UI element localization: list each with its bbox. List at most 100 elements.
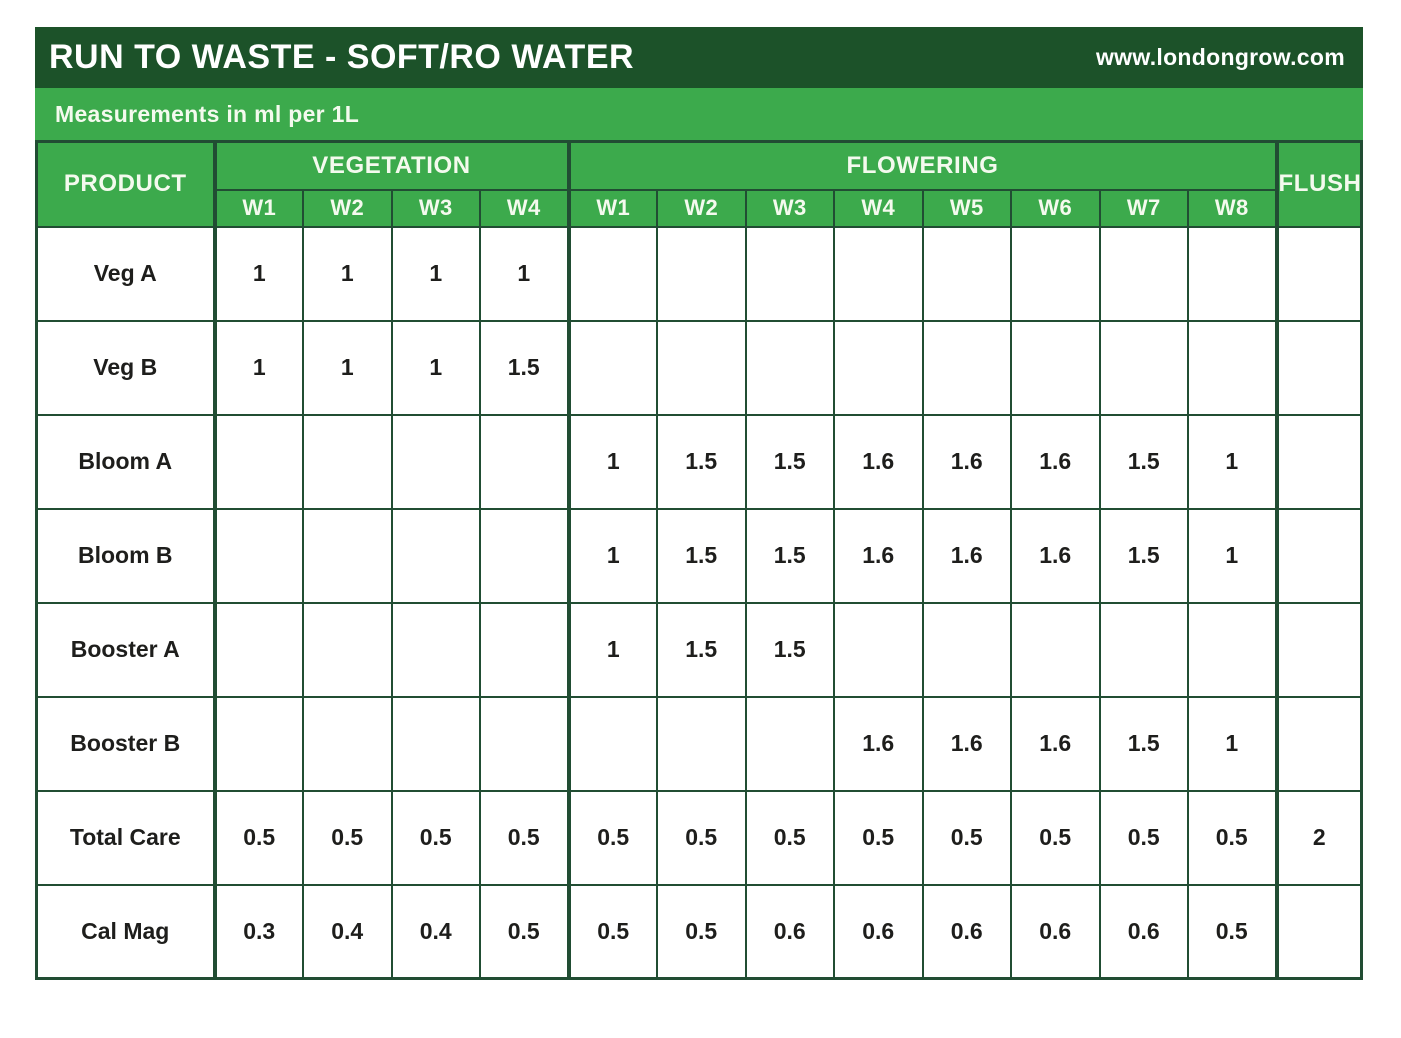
product-name-cell: Veg A bbox=[35, 225, 217, 322]
vegetation-value-cell: 0.5 bbox=[479, 883, 570, 980]
vegetation-value-cell: 1.5 bbox=[479, 319, 570, 416]
flowering-value-cell: 1.5 bbox=[744, 601, 835, 698]
flowering-value-cell: 1.5 bbox=[744, 413, 835, 510]
flowering-value-cell bbox=[921, 225, 1012, 322]
flush-header-cell: FLUSH bbox=[1274, 140, 1363, 228]
flowering-value-cell: 1.5 bbox=[1098, 695, 1189, 792]
flowering-value-cell: 0.5 bbox=[921, 789, 1012, 886]
flowering-value-cell bbox=[921, 601, 1012, 698]
table-head: PRODUCT VEGETATION FLOWERING FLUSH W1 W2 W3 W4 W… bbox=[35, 140, 1363, 228]
flowering-value-cell: 1 bbox=[1187, 695, 1278, 792]
flowering-value-cell: 1.6 bbox=[833, 413, 924, 510]
vegetation-value-cell: 1 bbox=[212, 225, 304, 322]
vegetation-value-cell: 1 bbox=[390, 319, 481, 416]
flowering-value-cell bbox=[1010, 319, 1101, 416]
flowering-value-cell: 1.6 bbox=[1010, 413, 1101, 510]
product-header-cell: PRODUCT bbox=[35, 140, 217, 228]
week-header-cell: W6 bbox=[1010, 188, 1101, 228]
product-name-cell: Veg B bbox=[35, 319, 217, 416]
flowering-value-cell: 0.5 bbox=[656, 883, 747, 980]
flowering-value-cell bbox=[1010, 225, 1101, 322]
week-header-cell: W3 bbox=[744, 188, 835, 228]
vegetation-value-cell bbox=[479, 413, 570, 510]
flowering-value-cell: 1.6 bbox=[921, 507, 1012, 604]
flowering-value-cell: 0.5 bbox=[833, 789, 924, 886]
vegetation-value-cell: 0.5 bbox=[390, 789, 481, 886]
vegetation-value-cell bbox=[212, 601, 304, 698]
flowering-value-cell bbox=[1187, 601, 1278, 698]
vegetation-value-cell: 0.5 bbox=[302, 789, 393, 886]
measurements-bar: Measurements in ml per 1L bbox=[35, 88, 1363, 140]
vegetation-value-cell bbox=[390, 507, 481, 604]
website-url: www.londongrow.com bbox=[1095, 44, 1345, 70]
flowering-value-cell: 1.5 bbox=[656, 413, 747, 510]
flowering-value-cell: 1 bbox=[566, 601, 658, 698]
vegetation-value-cell bbox=[302, 507, 393, 604]
flush-value-cell bbox=[1274, 883, 1363, 980]
flowering-value-cell bbox=[656, 319, 747, 416]
flowering-value-cell bbox=[744, 319, 835, 416]
flowering-value-cell: 1.5 bbox=[656, 601, 747, 698]
vegetation-value-cell bbox=[302, 695, 393, 792]
table-row: Booster A 1 1.5 1.5 bbox=[35, 601, 1363, 698]
title-bar: RUN TO WASTE - SOFT/RO WATER www.londong… bbox=[35, 27, 1363, 88]
flowering-value-cell bbox=[656, 225, 747, 322]
vegetation-value-cell bbox=[212, 507, 304, 604]
vegetation-value-cell: 1 bbox=[212, 319, 304, 416]
product-name-cell: Total Care bbox=[35, 789, 217, 886]
flowering-value-cell bbox=[566, 225, 658, 322]
product-name-cell: Bloom B bbox=[35, 507, 217, 604]
vegetation-value-cell bbox=[302, 601, 393, 698]
flowering-value-cell bbox=[1098, 319, 1189, 416]
feeding-table: PRODUCT VEGETATION FLOWERING FLUSH W1 W2 W3 W4 W… bbox=[35, 140, 1363, 980]
flowering-value-cell bbox=[1187, 319, 1278, 416]
header-group-row: PRODUCT VEGETATION FLOWERING FLUSH bbox=[35, 140, 1363, 228]
stage-header-cell: VEGETATION bbox=[212, 140, 570, 191]
vegetation-value-cell: 0.5 bbox=[212, 789, 304, 886]
flush-value-cell bbox=[1274, 225, 1363, 322]
table-row: Bloom B 1 1.5 1.5 1.6 1.6 1.6 1.5 1 bbox=[35, 507, 1363, 604]
table-row: Cal Mag 0.3 0.4 0.4 0.5 0.5 0.5 0.6 0.6 0.6 0.6 0.6… bbox=[35, 883, 1363, 980]
vegetation-value-cell bbox=[479, 507, 570, 604]
product-name-cell: Bloom A bbox=[35, 413, 217, 510]
vegetation-value-cell: 1 bbox=[390, 225, 481, 322]
flowering-value-cell: 1 bbox=[1187, 413, 1278, 510]
week-header-cell: W8 bbox=[1187, 188, 1278, 228]
flowering-value-cell bbox=[833, 319, 924, 416]
flowering-value-cell: 1 bbox=[566, 507, 658, 604]
table-row: Total Care 0.5 0.5 0.5 0.5 0.5 0.5 0.5 0.5 0.5 0.5… bbox=[35, 789, 1363, 886]
product-name-cell: Booster B bbox=[35, 695, 217, 792]
flush-value-cell bbox=[1274, 413, 1363, 510]
vegetation-value-cell: 0.5 bbox=[479, 789, 570, 886]
flowering-value-cell bbox=[566, 695, 658, 792]
flowering-value-cell: 0.5 bbox=[1187, 883, 1278, 980]
vegetation-value-cell: 1 bbox=[302, 225, 393, 322]
vegetation-value-cell: 1 bbox=[479, 225, 570, 322]
flowering-value-cell: 0.6 bbox=[744, 883, 835, 980]
vegetation-value-cell bbox=[212, 695, 304, 792]
flowering-value-cell: 0.5 bbox=[656, 789, 747, 886]
flush-value-cell bbox=[1274, 695, 1363, 792]
flowering-value-cell: 1.5 bbox=[1098, 413, 1189, 510]
product-name-cell: Cal Mag bbox=[35, 883, 217, 980]
flowering-value-cell bbox=[1010, 601, 1101, 698]
vegetation-value-cell: 0.4 bbox=[390, 883, 481, 980]
flowering-value-cell: 0.5 bbox=[1098, 789, 1189, 886]
flowering-value-cell bbox=[744, 695, 835, 792]
flowering-value-cell: 1.6 bbox=[1010, 507, 1101, 604]
flowering-value-cell bbox=[1098, 601, 1189, 698]
flowering-value-cell: 0.5 bbox=[566, 883, 658, 980]
flowering-value-cell: 0.5 bbox=[1010, 789, 1101, 886]
vegetation-value-cell bbox=[390, 413, 481, 510]
week-header-cell: W2 bbox=[656, 188, 747, 228]
flowering-value-cell: 1 bbox=[1187, 507, 1278, 604]
flowering-value-cell: 1.5 bbox=[744, 507, 835, 604]
flowering-value-cell: 0.6 bbox=[833, 883, 924, 980]
week-header-cell: W7 bbox=[1098, 188, 1189, 228]
flush-value-cell bbox=[1274, 507, 1363, 604]
vegetation-value-cell bbox=[479, 695, 570, 792]
vegetation-value-cell bbox=[390, 601, 481, 698]
vegetation-value-cell: 1 bbox=[302, 319, 393, 416]
flowering-value-cell bbox=[833, 601, 924, 698]
product-name-cell: Booster A bbox=[35, 601, 217, 698]
